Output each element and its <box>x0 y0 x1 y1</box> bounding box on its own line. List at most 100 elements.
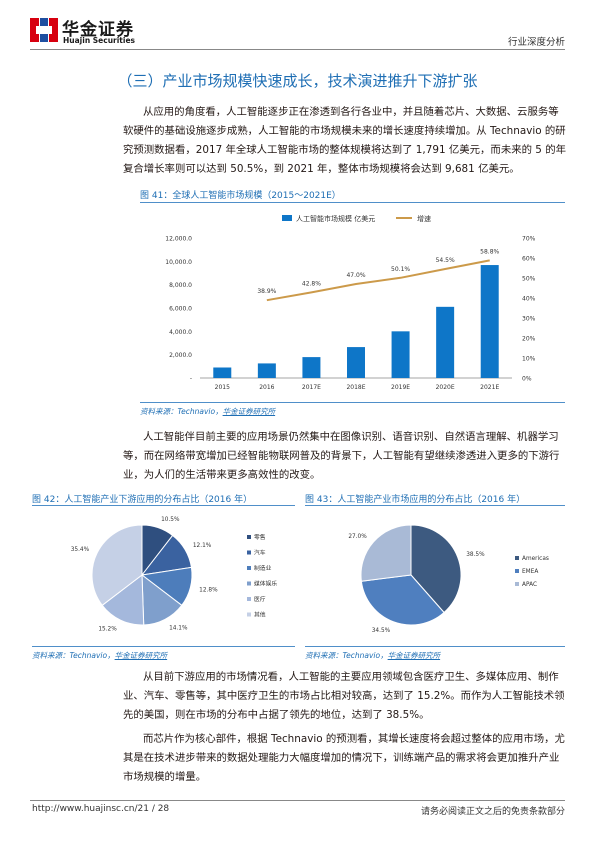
pie-value-label: 27.0% <box>348 534 367 540</box>
legend-swatch <box>247 597 251 601</box>
figure-43-top-rule <box>305 505 565 506</box>
growth-data-label: 58.8% <box>480 248 499 255</box>
paragraph-3: 从目前下游应用的市场情况看，人工智能的主要应用领域包含医疗卫生、多媒体应用、制作… <box>123 668 565 725</box>
pie-slice <box>360 524 412 582</box>
text-line: 业、汽车、零售等，其中医疗卫生的市场占比相对较高，达到了 15.2%。而作为人工… <box>123 690 565 702</box>
bar <box>436 306 455 378</box>
source-link: 华金证券研究所 <box>114 651 168 660</box>
source-prefix: 资料来源：Technavio， <box>140 407 223 416</box>
paragraph-4: 而芯片作为核心部件，根据 Technavio 的预测看，其增长速度将会超过整体的… <box>123 730 565 787</box>
footer-url-page: http://www.huajinsc.cn/21 / 28 <box>32 804 170 814</box>
figure-43-title: 图 43：人工智能产业市场应用的分布占比（2016 年） <box>305 495 526 505</box>
source-link: 华金证券研究所 <box>387 651 441 660</box>
legend-swatch <box>247 612 251 617</box>
legend-label: APAC <box>522 582 537 588</box>
growth-data-label: 54.5% <box>436 257 455 264</box>
figure-42-source: 资料来源：Technavio，华金证券研究所 <box>32 650 167 661</box>
x-tick-label: 2016 <box>259 384 274 391</box>
pie-slice <box>410 524 462 614</box>
figure-41-title: 图 41：全球人工智能市场规模（2015～2021E） <box>140 191 341 201</box>
report-category: 行业深度分析 <box>507 37 565 48</box>
figure-42-bottom-rule <box>32 646 295 647</box>
y-left-tick-label: 4,000.0 <box>169 329 192 336</box>
footer-disclaimer: 请务必阅读正文之后的免责条款部分 <box>420 807 565 817</box>
x-tick-label: 2017E <box>302 384 321 391</box>
market-size-chart: 人工智能市场规模 亿美元 增速 - 2,000.0 4,000.0 6,000.0 8,00… <box>165 214 536 391</box>
logo-english-name: Huajin Securities <box>63 36 136 45</box>
legend-bar-swatch <box>282 215 292 221</box>
page-header: 华金证券 Huajin Securities 行业深度分析 <box>30 14 565 50</box>
text-line: 软硬件的基础设施逐步成熟，人工智能的市场规模未来的增长速度持续增加。从 Tech… <box>123 125 566 137</box>
legend-swatch <box>515 569 519 573</box>
y-right-tick-label: 20% <box>522 336 536 343</box>
footer-divider <box>30 800 565 801</box>
growth-data-label: 47.0% <box>346 272 365 279</box>
bar <box>213 367 232 378</box>
legend-swatch <box>515 556 519 560</box>
y-right-tick-label: 50% <box>522 276 536 283</box>
pie-slice <box>360 574 445 626</box>
figure-43-source: 资料来源：Technavio，华金证券研究所 <box>305 650 440 661</box>
y-right-tick-label: 10% <box>522 356 536 363</box>
x-tick-label: 2015 <box>215 384 230 391</box>
text-line: 复合增长率则可以达到 50.5%，到 2021 年，整体市场规模将会达到 9,6… <box>123 163 520 175</box>
legend-swatch <box>247 550 251 555</box>
pie-slice <box>101 574 145 626</box>
text-line: 市场规模的增量。 <box>123 771 207 783</box>
growth-data-label: 50.1% <box>391 266 410 273</box>
section-title: （三）产业市场规模快速成长，技术演进推升下游扩张 <box>117 72 478 90</box>
bar <box>480 265 499 378</box>
bar <box>302 357 321 378</box>
text-line: 其是在技术进步带来的数据处理能力大幅度增加的情况下，训练端产品的需求将会更加推升… <box>123 752 560 764</box>
figure-41-top-rule <box>140 202 565 203</box>
source-prefix: 资料来源：Technavio， <box>32 651 115 660</box>
source-link: 华金证券研究所 <box>222 407 276 416</box>
legend-swatch <box>247 581 251 586</box>
bar <box>257 363 276 378</box>
x-tick-label: 2021E <box>480 384 499 391</box>
text-line: 业，为人们的生活带来更多高效性的改变。 <box>123 469 321 481</box>
source-prefix: 资料来源：Technavio， <box>305 651 388 660</box>
text-line: 先的美国，则在市场的分布中占据了领先的地位，达到了 38.5%。 <box>123 709 430 721</box>
legend-label: 零售 <box>254 533 266 541</box>
legend-label: 制造业 <box>254 564 272 572</box>
pie-value-label: 14.1% <box>169 625 188 631</box>
y-right-tick-label: 60% <box>522 256 536 263</box>
y-left-tick-label: 6,000.0 <box>169 306 192 313</box>
bar <box>347 347 365 378</box>
y-left-tick-label: 2,000.0 <box>169 352 192 359</box>
y-right-tick-label: 40% <box>522 296 536 303</box>
legend-label: EMEA <box>522 569 538 575</box>
text-line: 等，而在网络带宽增加已经智能物联网普及的背景下，人工智能有望继续渗透进入更多的下… <box>123 450 560 462</box>
legend-line-label: 增速 <box>417 214 431 223</box>
growth-data-label: 42.8% <box>302 280 321 287</box>
regional-distribution-pie: 38.5% 34.5% 27.0% Americas EMEA APAC <box>348 524 549 634</box>
legend-label: 汽车 <box>254 549 266 557</box>
legend-label: Americas <box>522 556 549 562</box>
pie-value-label: 10.5% <box>161 517 180 523</box>
pie-value-label: 35.4% <box>71 547 90 553</box>
pie-value-label: 34.5% <box>372 628 391 634</box>
pie-value-label: 15.2% <box>98 626 117 632</box>
huajin-logo-icon <box>30 18 58 42</box>
bar <box>391 331 410 378</box>
pie-slice <box>91 524 143 607</box>
x-tick-label: 2019E <box>391 384 410 391</box>
growth-data-label: 38.9% <box>257 288 276 295</box>
y-left-tick-label: 12,000.0 <box>165 236 192 243</box>
legend-label: 医疗 <box>254 595 266 603</box>
figure-42-top-rule <box>32 505 295 506</box>
legend-swatch <box>515 582 519 586</box>
y-right-tick-label: 0% <box>522 376 532 383</box>
downstream-application-pie: 10.5% 12.1% 12.8% 14.1% 15.2% 35.4% 零售汽车制造业媒体娱… <box>71 517 278 632</box>
header-divider <box>30 49 565 50</box>
growth-line <box>266 259 490 302</box>
legend-swatch <box>247 566 251 570</box>
y-right-tick-label: 70% <box>522 236 536 243</box>
figure-43-bottom-rule <box>305 646 565 647</box>
legend-swatch <box>247 535 251 539</box>
legend-label: 媒体娱乐 <box>254 580 277 588</box>
figure-41-source: 资料来源：Technavio，华金证券研究所 <box>140 406 275 417</box>
y-left-tick-label: 10,000.0 <box>165 259 192 266</box>
paragraph-1: 从应用的角度看，人工智能逐步正在渗透到各行各业中，并且随着芯片、大数据、云服务等… <box>123 103 566 179</box>
